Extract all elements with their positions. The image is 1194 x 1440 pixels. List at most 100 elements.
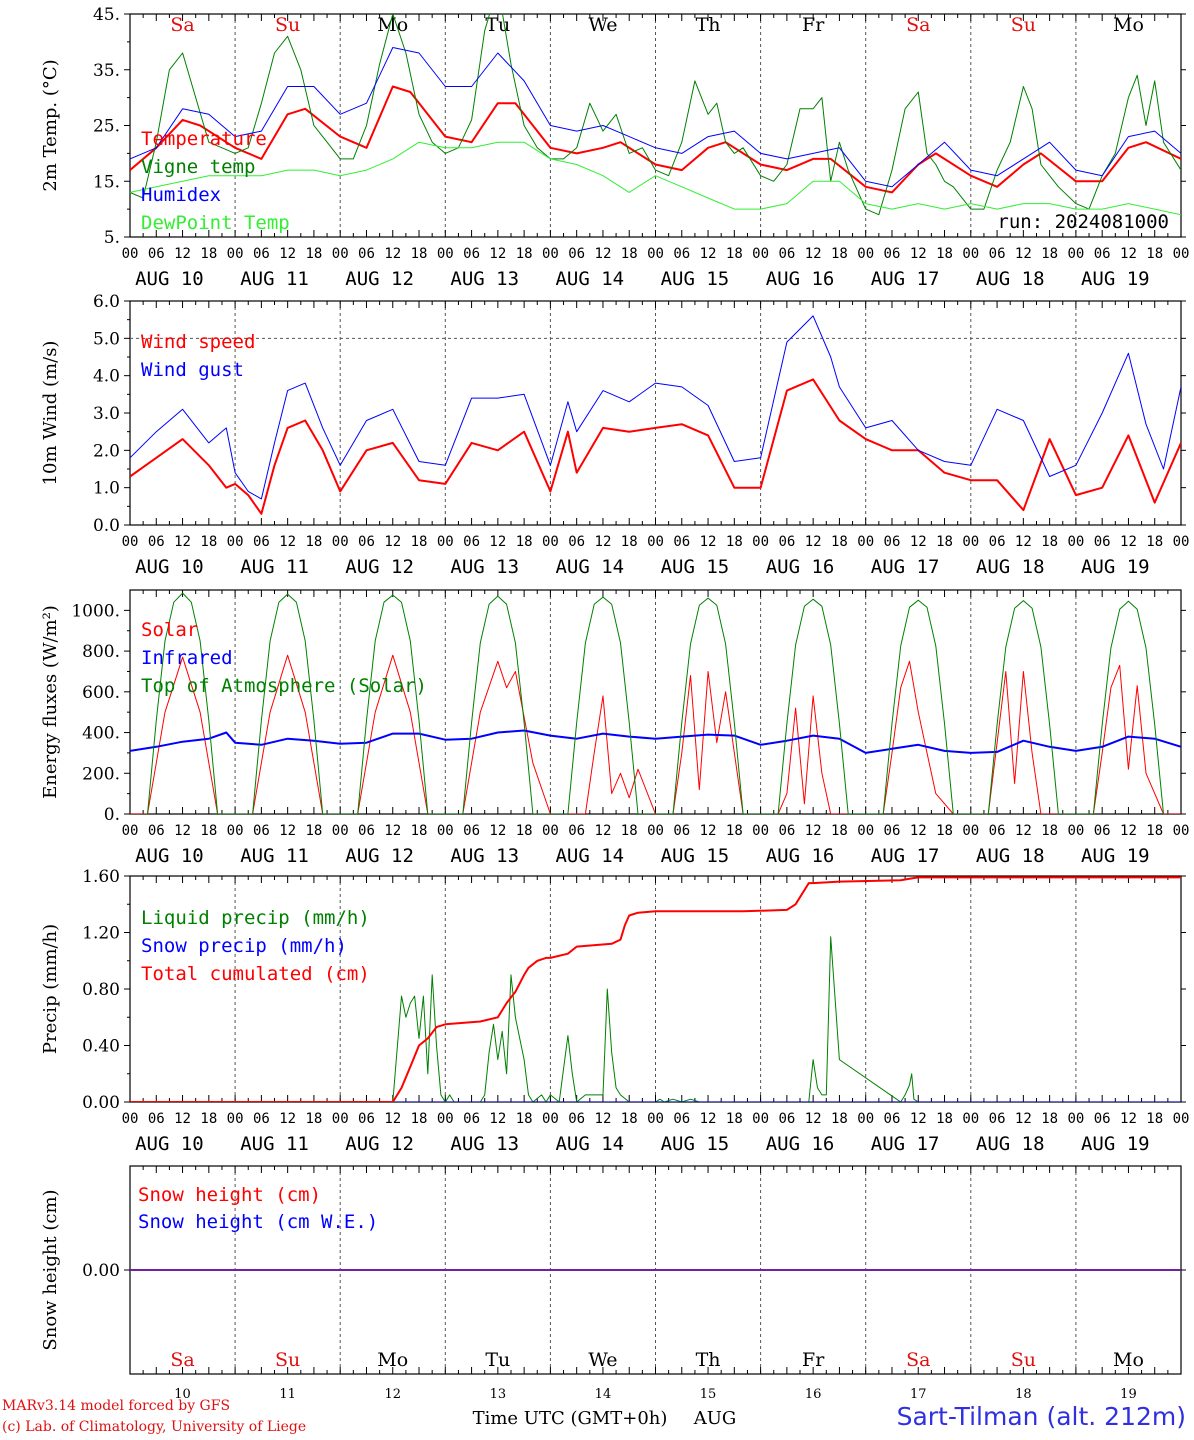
x-hour-label: 00 (437, 823, 454, 839)
panel-wind: 0.0 1.0 2.0 3.0 4.0 5.0 6.0 10m Wind (m/s) 00 06 1… (40, 292, 1189, 578)
series-line-temp-0 (130, 85, 1181, 194)
x-hour-label: 00 (227, 246, 244, 262)
x-hour-label: 12 (489, 1111, 506, 1127)
x-hour-label: 06 (1094, 1111, 1111, 1127)
x-hour-label: 12 (174, 1111, 191, 1127)
x-hour-label: 00 (332, 823, 349, 839)
x-hour-label: 06 (253, 1111, 270, 1127)
x-hour-label: 18 (411, 1111, 428, 1127)
x-date-label: AUG 18 (976, 845, 1045, 867)
x-hour-label: 18 (200, 246, 217, 262)
x-date-label: AUG 12 (345, 1133, 414, 1155)
x-hour-label: 18 (621, 246, 638, 262)
x-date-label: AUG 17 (871, 268, 940, 290)
x-hour-label: 00 (122, 534, 139, 550)
panel-precip: 0.00 0.40 0.80 1.20 1.60 Precip (mm/h) 00 06 12 1… (40, 867, 1189, 1155)
y-axis-label: 10m Wind (m/s) (40, 341, 61, 486)
x-hour-label: 06 (358, 1111, 375, 1127)
x-hour-label: 12 (1120, 823, 1137, 839)
x-hour-label: 18 (305, 823, 322, 839)
x-hour-label: 06 (884, 1111, 901, 1127)
x-date-label: AUG 12 (345, 268, 414, 290)
x-hour-label: 12 (384, 246, 401, 262)
x-hour-label: 06 (568, 823, 585, 839)
x-date-label: AUG 11 (240, 268, 309, 290)
y-tick-label: 400. (82, 724, 120, 744)
y-axis-label: Energy fluxes (W/m²) (40, 605, 61, 799)
y-tick-label: 0.00 (82, 1261, 120, 1281)
x-date-label: AUG 10 (135, 556, 204, 578)
x-date-label: AUG 17 (871, 556, 940, 578)
x-hour-label: 06 (673, 534, 690, 550)
x-hour-label: 18 (411, 246, 428, 262)
series-line-wind-0 (130, 378, 1181, 515)
x-hour-label: 06 (568, 246, 585, 262)
x-hour-label: 00 (1173, 534, 1190, 550)
x-hour-label: 00 (332, 246, 349, 262)
x-hour-label: 00 (122, 246, 139, 262)
x-date-label: AUG 12 (345, 556, 414, 578)
series-line-energy-1 (130, 729, 1181, 754)
x-hour-label: 18 (1041, 246, 1058, 262)
x-hour-label: 00 (1067, 823, 1084, 839)
y-axis-label: 2m Temp. (°C) (40, 59, 61, 191)
y-tick-label: 2.0 (93, 441, 120, 461)
x-date-label: AUG 10 (135, 268, 204, 290)
x-hour-label: 12 (384, 823, 401, 839)
x-hour-label: 18 (621, 1111, 638, 1127)
x-hour-label: 12 (1015, 534, 1032, 550)
x-hour-label: 00 (962, 823, 979, 839)
x-hour-label: 00 (962, 534, 979, 550)
x-hour-label: 00 (122, 1111, 139, 1127)
x-date-label: AUG 16 (766, 268, 835, 290)
legend-entry: Vigne temp (141, 156, 255, 178)
x-hour-label: 12 (279, 823, 296, 839)
y-tick-label: 0. (104, 805, 120, 825)
x-hour-label: 12 (805, 534, 822, 550)
legend-entry: Snow height (cm) (138, 1184, 321, 1206)
x-hour-label: 12 (279, 534, 296, 550)
x-hour-label: 06 (253, 823, 270, 839)
x-hour-label: 18 (726, 534, 743, 550)
x-hour-label: 12 (595, 823, 612, 839)
x-hour-label: 12 (1120, 1111, 1137, 1127)
x-hour-label: 00 (332, 534, 349, 550)
x-date-label: AUG 11 (240, 556, 309, 578)
x-day-number: 19 (1120, 1387, 1137, 1402)
x-hour-label: 12 (700, 1111, 717, 1127)
weekday-label: Su (275, 14, 300, 36)
x-date-label: AUG 13 (450, 845, 519, 867)
x-axis-month: AUG (693, 1408, 737, 1429)
x-hour-label: 18 (936, 1111, 953, 1127)
x-date-label: AUG 18 (976, 1133, 1045, 1155)
y-tick-label: 0.40 (82, 1037, 120, 1057)
x-hour-label: 18 (516, 534, 533, 550)
x-hour-label: 18 (516, 823, 533, 839)
panel-energy: 0. 200. 400. 600. 800. 1000. Energy fluxes (W/… (40, 589, 1189, 867)
x-hour-label: 12 (910, 246, 927, 262)
y-tick-label: 35. (93, 61, 120, 81)
x-hour-label: 06 (989, 1111, 1006, 1127)
x-hour-label: 00 (437, 534, 454, 550)
x-date-label: AUG 18 (976, 556, 1045, 578)
x-date-label: AUG 13 (450, 1133, 519, 1155)
x-hour-label: 00 (437, 246, 454, 262)
x-hour-label: 12 (700, 534, 717, 550)
weekday-label: Mo (377, 14, 408, 36)
legend-entry: Wind speed (141, 331, 255, 353)
weekday-label: Su (1011, 1349, 1036, 1371)
series-line-temp-1 (130, 14, 1181, 216)
x-hour-label: 12 (279, 1111, 296, 1127)
y-tick-label: 1.0 (93, 479, 120, 499)
x-day-number: 11 (279, 1387, 296, 1402)
weekday-label: Sa (906, 14, 930, 36)
legend-entry: Total cumulated (cm) (141, 963, 370, 985)
x-hour-label: 18 (936, 534, 953, 550)
x-day-number: 12 (384, 1387, 401, 1402)
x-hour-label: 06 (148, 534, 165, 550)
x-hour-label: 12 (1015, 246, 1032, 262)
x-hour-label: 06 (884, 246, 901, 262)
x-hour-label: 18 (936, 246, 953, 262)
x-hour-label: 00 (227, 1111, 244, 1127)
x-date-label: AUG 18 (976, 268, 1045, 290)
